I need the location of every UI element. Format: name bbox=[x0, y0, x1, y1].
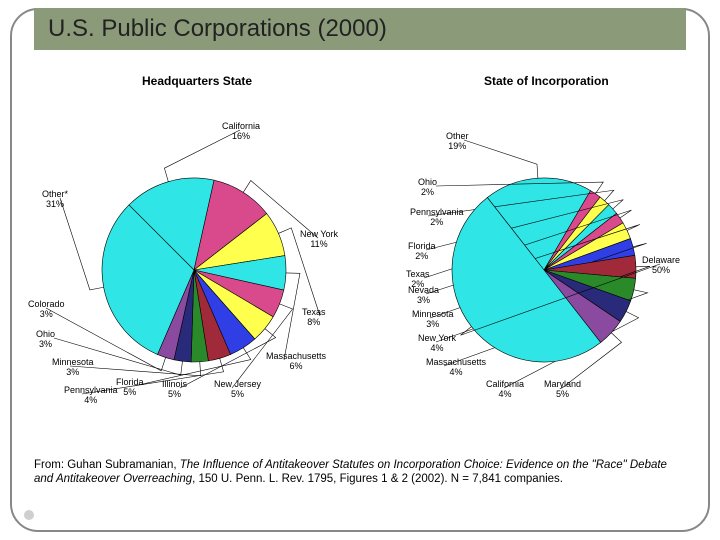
source-caption: From: Guhan Subramanian, The Influence o… bbox=[34, 458, 686, 487]
slice-label: Massachusetts4% bbox=[426, 358, 486, 378]
pie-incorporation: Other19%Ohio2%Pennsylvania2%Florida2%Tex… bbox=[34, 60, 686, 448]
slice-label-pct: 2% bbox=[408, 252, 436, 262]
title-bar: U.S. Public Corporations (2000) bbox=[34, 8, 686, 50]
slice-label: Nevada3% bbox=[408, 286, 439, 306]
caption-suffix: , 150 U. Penn. L. Rev. 1795, Figures 1 &… bbox=[192, 473, 563, 485]
slice-label-pct: 3% bbox=[412, 320, 454, 330]
slice-label: Maryland5% bbox=[544, 380, 581, 400]
slice-label: Florida2% bbox=[408, 242, 436, 262]
slice-label: California4% bbox=[486, 380, 524, 400]
slice-label: New York4% bbox=[418, 334, 456, 354]
slice-label-pct: 2% bbox=[418, 188, 437, 198]
chart-area: Headquarters State State of Incorporatio… bbox=[34, 60, 686, 448]
slide-title: U.S. Public Corporations (2000) bbox=[48, 15, 387, 43]
slice-label-pct: 50% bbox=[642, 266, 680, 276]
slice-label-pct: 3% bbox=[408, 296, 439, 306]
slice-label-pct: 4% bbox=[418, 344, 456, 354]
pie-svg bbox=[34, 60, 686, 448]
corner-dot-icon bbox=[24, 510, 34, 520]
leader-line bbox=[464, 140, 538, 178]
slice-label: Pennsylvania2% bbox=[410, 208, 464, 228]
slice-label-pct: 4% bbox=[486, 390, 524, 400]
slice-label-pct: 4% bbox=[426, 368, 486, 378]
slice-label-pct: 19% bbox=[446, 142, 469, 152]
caption-prefix: From: Guhan Subramanian, bbox=[34, 459, 180, 471]
slice-label-pct: 2% bbox=[410, 218, 464, 228]
slice-label: Other19% bbox=[446, 132, 469, 152]
slice-label-pct: 5% bbox=[544, 390, 581, 400]
slice-label: Minnesota3% bbox=[412, 310, 454, 330]
slice-label: Delaware50% bbox=[642, 256, 680, 276]
slice-label: Ohio2% bbox=[418, 178, 437, 198]
